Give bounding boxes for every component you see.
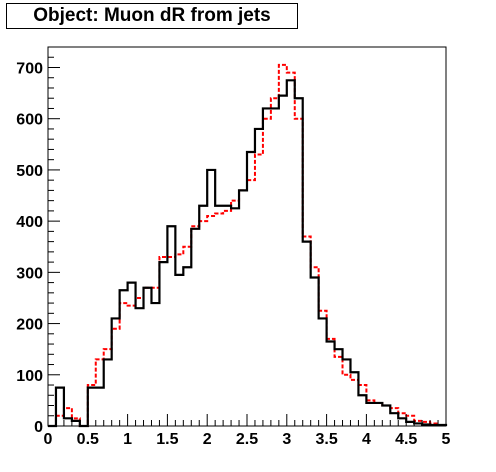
series-layer (48, 63, 448, 428)
x-tick-label: 4 (362, 431, 371, 448)
x-tick-label: 2.5 (236, 431, 258, 448)
y-tick-label: 300 (16, 265, 43, 282)
x-tick-label: 0 (44, 431, 53, 448)
y-tick-label: 100 (16, 368, 43, 385)
x-tick-label: 0.5 (77, 431, 99, 448)
y-tick-label: 700 (16, 60, 43, 77)
x-tick-label: 4.5 (395, 431, 417, 448)
x-tick-label: 1 (123, 431, 132, 448)
y-tick-label: 200 (16, 317, 43, 334)
axis-layer: 0 0.5 1 1.5 2 2.5 3 3.5 4 4.5 5 0 100 200 300 400 500 600… (16, 56, 451, 448)
x-tick-label: 1.5 (156, 431, 178, 448)
y-tick-label: 0 (34, 419, 43, 436)
x-tick-label: 5 (442, 431, 451, 448)
chart-title: Object: Muon dR from jets (6, 3, 298, 29)
y-tick-label: 600 (16, 112, 43, 129)
x-tick-label: 3 (282, 431, 291, 448)
plot-frame (47, 46, 447, 427)
y-tick-label: 500 (16, 163, 43, 180)
x-tick-label: 3.5 (315, 431, 337, 448)
series-1-line (48, 63, 447, 427)
y-tick-label: 400 (16, 214, 43, 231)
x-tick-label: 2 (203, 431, 212, 448)
series-0-line (48, 79, 448, 428)
